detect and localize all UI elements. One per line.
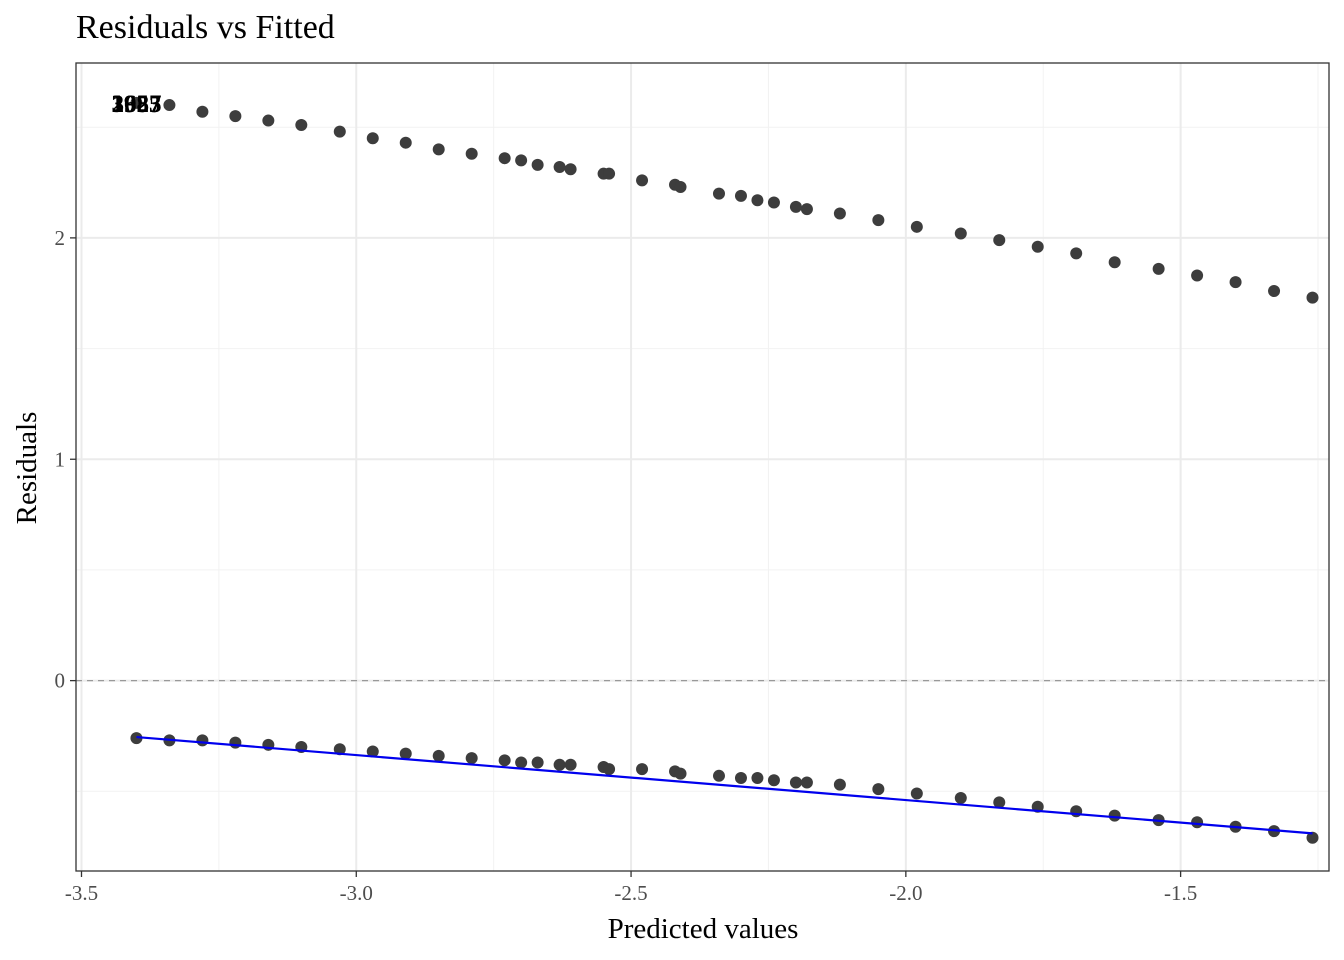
data-point-upper bbox=[1191, 269, 1204, 282]
data-point-lower bbox=[910, 787, 923, 800]
outlier-label: 1925 bbox=[111, 91, 161, 118]
data-point-lower bbox=[130, 732, 143, 745]
plot-panel-border bbox=[75, 62, 1330, 872]
data-point-lower bbox=[515, 756, 528, 769]
data-point-lower bbox=[432, 749, 445, 762]
data-point-upper bbox=[229, 110, 242, 123]
data-point-upper bbox=[432, 143, 445, 156]
data-point-lower bbox=[800, 776, 813, 789]
data-point-upper bbox=[800, 203, 813, 216]
data-point-upper bbox=[954, 227, 967, 240]
data-point-upper bbox=[553, 161, 566, 174]
x-tick-label: -3.0 bbox=[340, 881, 373, 905]
data-point-upper bbox=[196, 105, 209, 118]
data-point-lower bbox=[712, 769, 725, 782]
data-point-lower bbox=[789, 776, 802, 789]
data-point-upper bbox=[636, 174, 649, 187]
data-point-upper bbox=[515, 154, 528, 167]
data-point-lower bbox=[196, 734, 209, 747]
x-tick-label: -2.0 bbox=[889, 881, 922, 905]
data-point-lower bbox=[465, 752, 478, 765]
data-point-upper bbox=[1268, 285, 1281, 298]
data-point-lower bbox=[872, 783, 885, 796]
data-point-upper bbox=[465, 147, 478, 160]
data-point-upper bbox=[872, 214, 885, 227]
data-point-upper bbox=[498, 152, 511, 165]
data-point-upper bbox=[262, 114, 275, 127]
data-point-upper bbox=[993, 234, 1006, 247]
x-tick-label: -3.5 bbox=[65, 881, 98, 905]
data-point-upper bbox=[1306, 291, 1319, 304]
data-points bbox=[130, 96, 1319, 844]
outlier-label: 3653 bbox=[111, 91, 161, 118]
data-point-upper bbox=[603, 167, 616, 180]
data-point-lower bbox=[1191, 816, 1204, 829]
data-point-lower bbox=[636, 763, 649, 776]
data-point-lower bbox=[603, 763, 616, 776]
data-point-upper bbox=[1031, 240, 1044, 253]
data-point-lower bbox=[954, 791, 967, 804]
x-axis-title: Predicted values bbox=[608, 913, 799, 945]
data-point-upper bbox=[767, 196, 780, 209]
data-point-upper bbox=[366, 132, 379, 145]
data-point-upper bbox=[399, 136, 412, 149]
data-point-upper bbox=[712, 187, 725, 200]
data-point-upper bbox=[1108, 256, 1121, 269]
data-point-lower bbox=[229, 736, 242, 749]
data-point-upper bbox=[1070, 247, 1083, 260]
smooth-fit-line bbox=[136, 735, 1313, 835]
data-point-upper bbox=[531, 158, 544, 171]
data-point-upper bbox=[910, 220, 923, 233]
x-tick-label: -1.5 bbox=[1164, 881, 1197, 905]
data-point-lower bbox=[993, 796, 1006, 809]
data-point-lower bbox=[333, 743, 346, 756]
data-point-upper bbox=[130, 96, 143, 109]
data-point-upper bbox=[751, 194, 764, 207]
data-point-lower bbox=[767, 774, 780, 787]
x-axis-ticks: -3.5 -3.0 -2.5 -2.0 -1.5 bbox=[65, 871, 1197, 905]
data-point-lower bbox=[498, 754, 511, 767]
data-point-lower bbox=[674, 767, 687, 780]
data-point-upper bbox=[564, 163, 577, 176]
x-tick-label: -2.5 bbox=[614, 881, 647, 905]
data-point-lower bbox=[1108, 809, 1121, 822]
data-point-lower bbox=[553, 758, 566, 771]
data-point-upper bbox=[1152, 262, 1165, 275]
y-tick-label: 0 bbox=[55, 669, 66, 693]
data-point-lower bbox=[564, 758, 577, 771]
chart-title: Residuals vs Fitted bbox=[76, 9, 335, 46]
data-point-upper bbox=[163, 99, 176, 112]
data-point-lower bbox=[1306, 831, 1319, 844]
data-point-upper bbox=[1229, 276, 1242, 289]
data-point-upper bbox=[734, 189, 747, 202]
grid bbox=[76, 63, 1329, 871]
data-point-lower bbox=[751, 772, 764, 785]
data-point-lower bbox=[531, 756, 544, 769]
y-axis-ticks: 0 1 2 bbox=[55, 226, 76, 693]
data-point-lower bbox=[833, 778, 846, 791]
data-point-upper bbox=[789, 200, 802, 213]
y-tick-label: 2 bbox=[55, 226, 66, 250]
outlier-label: 2987 bbox=[111, 91, 161, 118]
data-point-upper bbox=[295, 118, 308, 131]
data-point-lower bbox=[399, 747, 412, 760]
data-point-upper bbox=[333, 125, 346, 138]
y-axis-title: Residuals bbox=[11, 412, 43, 525]
y-tick-label: 1 bbox=[55, 447, 66, 471]
data-point-upper bbox=[674, 180, 687, 193]
data-point-upper bbox=[833, 207, 846, 220]
data-point-lower bbox=[734, 772, 747, 785]
data-point-lower bbox=[366, 745, 379, 758]
